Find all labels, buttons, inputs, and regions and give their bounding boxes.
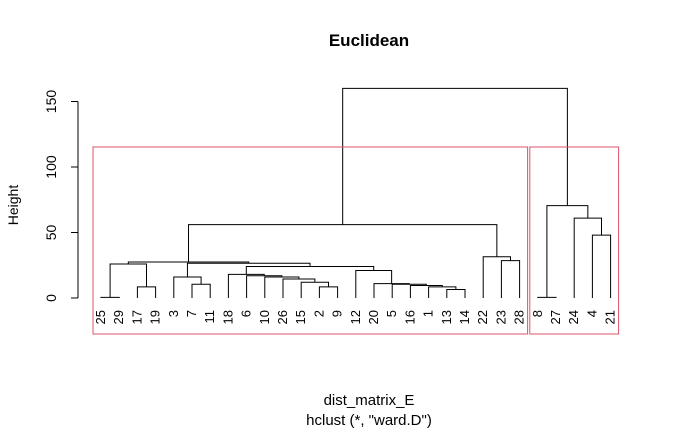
branch-merge bbox=[591, 234, 612, 298]
leaf-label: 23 bbox=[493, 310, 508, 324]
branch-merge bbox=[264, 276, 300, 298]
branch-merge bbox=[546, 205, 589, 298]
y-tick-label: 50 bbox=[43, 225, 59, 241]
leaf-label: 11 bbox=[202, 310, 217, 324]
branch-merge bbox=[318, 286, 339, 298]
leaf-label: 15 bbox=[293, 310, 308, 324]
leaf-label: 27 bbox=[548, 310, 563, 324]
leaf-label: 5 bbox=[384, 310, 399, 317]
leaf-label: 21 bbox=[603, 310, 618, 324]
y-tick-label: 150 bbox=[43, 90, 59, 114]
branch-merge bbox=[342, 87, 568, 225]
leaf-label: 2 bbox=[311, 310, 326, 317]
leaf-label: 7 bbox=[184, 310, 199, 317]
leaf-label: 4 bbox=[584, 310, 599, 317]
branch-merge bbox=[573, 217, 602, 298]
leaf-label: 29 bbox=[111, 310, 126, 324]
leaf-label: 19 bbox=[148, 310, 163, 324]
y-axis: 0 50 100 150 bbox=[43, 90, 79, 302]
leaf-labels: 25 29 17 19 3 7 11 18 6 10 26 15 2 9 12 20 5 16 1 13 14 22 23 2… bbox=[93, 310, 618, 324]
branch-merge bbox=[136, 286, 157, 298]
cluster-box bbox=[529, 146, 620, 335]
branch-merge bbox=[246, 275, 283, 298]
leaf-label: 6 bbox=[239, 310, 254, 317]
cluster-box bbox=[92, 146, 529, 335]
branch-merge bbox=[500, 260, 521, 298]
branch-merge bbox=[373, 283, 410, 298]
leaf-label: 22 bbox=[475, 310, 490, 324]
leaf-label: 12 bbox=[348, 310, 363, 324]
leaf-label: 3 bbox=[166, 310, 181, 317]
leaf-label: 17 bbox=[129, 310, 144, 324]
branch-merge bbox=[191, 283, 211, 298]
branch-merge bbox=[245, 266, 375, 275]
leaf-label: 1 bbox=[421, 310, 436, 317]
y-tick-label: 100 bbox=[43, 155, 59, 179]
leaf-label: 24 bbox=[566, 310, 581, 324]
method-subtitle: hclust (*, "ward.D") bbox=[306, 412, 432, 429]
leaf-label: 16 bbox=[402, 310, 417, 324]
branch-merge bbox=[173, 276, 202, 298]
cluster-boxes bbox=[92, 146, 620, 335]
leaf-label: 20 bbox=[366, 310, 381, 324]
branch-merge bbox=[482, 256, 511, 298]
leaf-label: 26 bbox=[275, 310, 290, 324]
x-axis-label: dist_matrix_E bbox=[324, 392, 415, 409]
leaf-label: 25 bbox=[93, 310, 108, 324]
leaf-label: 8 bbox=[530, 310, 545, 317]
branch-merge bbox=[100, 296, 120, 298]
leaf-label: 9 bbox=[330, 310, 345, 317]
branch-merge bbox=[300, 281, 329, 298]
branch-merge bbox=[188, 224, 498, 262]
branch-merge bbox=[109, 263, 147, 298]
branch-merge bbox=[428, 286, 457, 298]
leaf-label: 13 bbox=[439, 310, 454, 324]
leaf-label: 28 bbox=[512, 310, 527, 324]
y-tick-label: 0 bbox=[43, 294, 59, 302]
branch-merge bbox=[409, 285, 443, 298]
leaf-label: 14 bbox=[457, 310, 472, 324]
branch-merge bbox=[446, 288, 466, 298]
leaf-label: 10 bbox=[257, 310, 272, 324]
branch-merge bbox=[537, 296, 557, 298]
dendrogram-branches bbox=[100, 87, 612, 298]
leaf-label: 18 bbox=[220, 310, 235, 324]
branch-merge bbox=[186, 262, 311, 278]
chart-title: Euclidean bbox=[329, 31, 409, 50]
y-axis-label: Height bbox=[5, 185, 21, 226]
branch-merge bbox=[391, 283, 427, 298]
